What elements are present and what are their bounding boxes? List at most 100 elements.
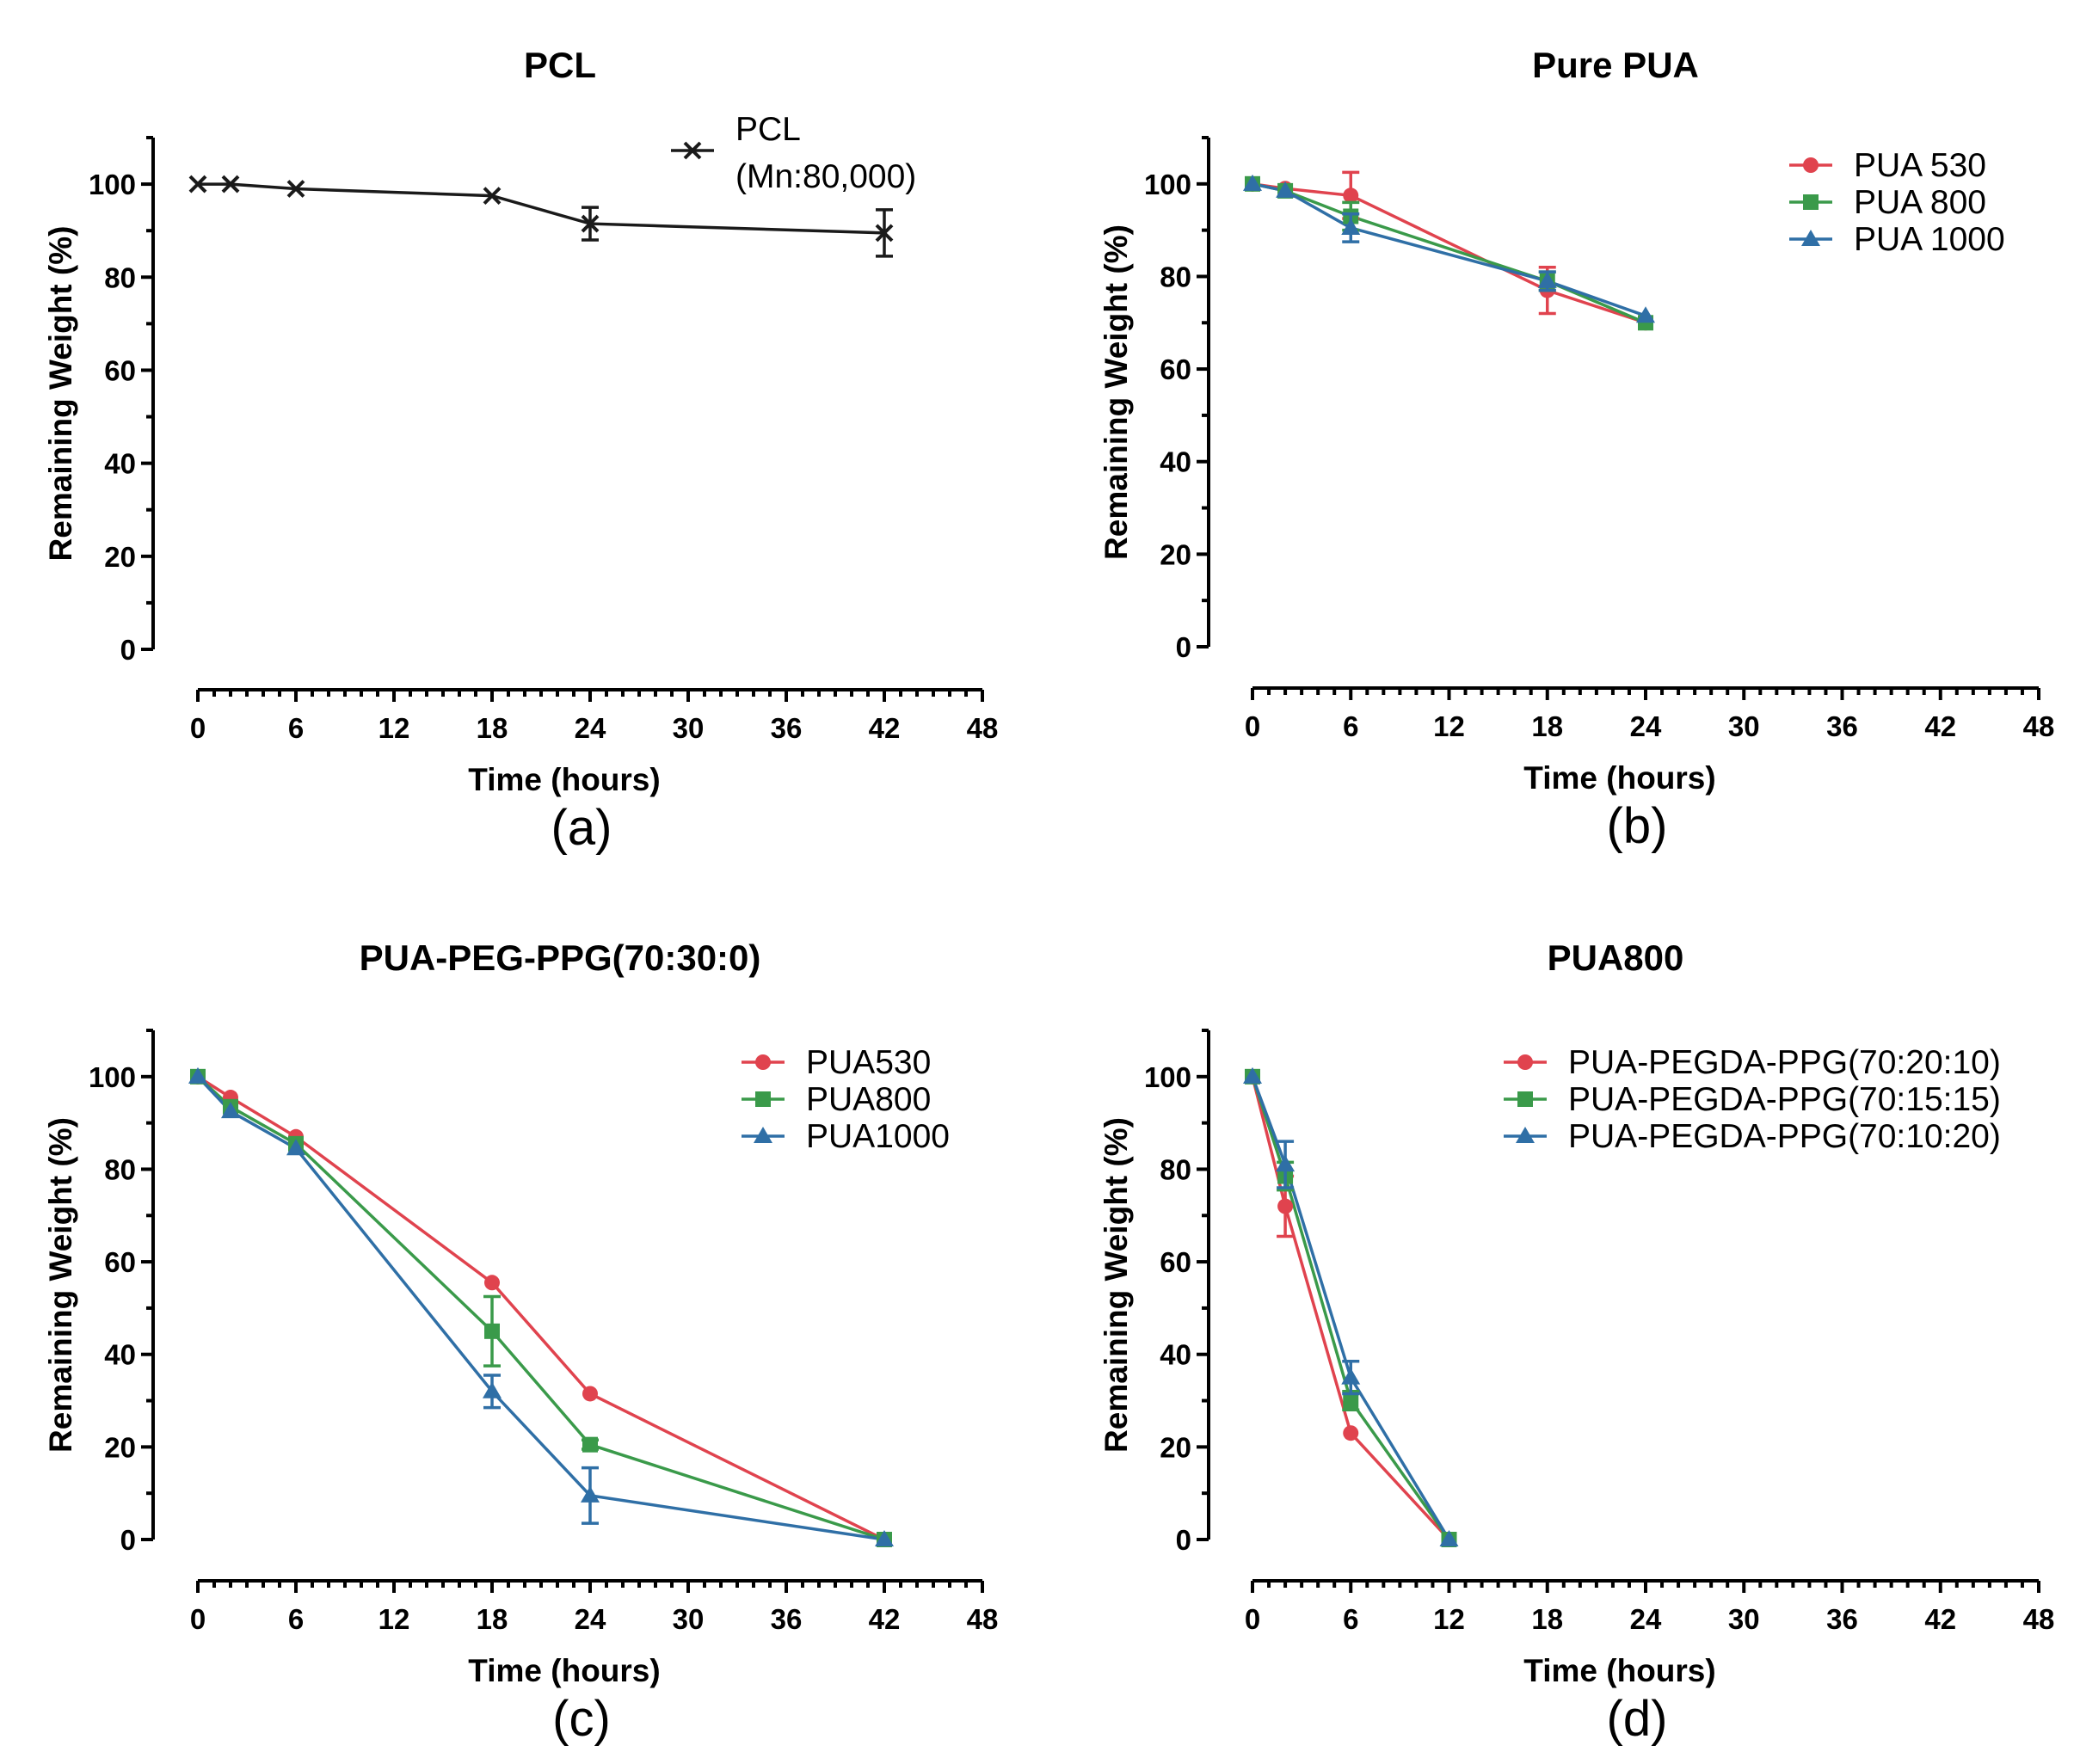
y-tick-label: 80 [104, 1153, 136, 1185]
x-tick-label: 18 [477, 712, 508, 744]
x-tick-label: 0 [190, 1603, 206, 1635]
panel-label: (d) [1607, 1691, 1668, 1747]
data-point [221, 175, 240, 194]
x-tick-label: 0 [190, 712, 206, 744]
x-tick-label: 12 [378, 1603, 410, 1635]
x-tick-label: 30 [1728, 1603, 1760, 1635]
x-tick-label: 30 [673, 1603, 705, 1635]
legend-label: PCL [735, 111, 801, 148]
y-axis-label: Remaining Weight (%) [1099, 224, 1134, 560]
x-tick-label: 12 [378, 712, 410, 744]
x-tick-label: 42 [869, 1603, 901, 1635]
data-point [483, 1381, 502, 1398]
legend-label: PUA800 [806, 1081, 931, 1118]
data-point [1343, 187, 1359, 204]
y-tick-label: 100 [89, 1061, 136, 1093]
legend-label: PUA530 [806, 1044, 931, 1081]
legend-marker [1517, 1091, 1533, 1107]
y-tick-label: 60 [104, 354, 136, 386]
data-point [483, 187, 502, 206]
y-tick-label: 40 [1160, 1339, 1191, 1371]
y-tick-label: 60 [1160, 1246, 1191, 1278]
y-tick-label: 40 [1160, 446, 1191, 478]
chart-title: PUA-PEG-PPG(70:30:0) [360, 937, 761, 978]
panel-label: (b) [1607, 798, 1668, 854]
x-tick-label: 12 [1433, 710, 1465, 742]
x-tick-label: 6 [1343, 1603, 1358, 1635]
data-point [581, 1485, 600, 1503]
y-tick-label: 20 [104, 1431, 136, 1463]
y-tick-label: 0 [1176, 1524, 1191, 1556]
x-tick-label: 48 [967, 712, 999, 744]
data-point [1341, 218, 1361, 235]
x-tick-label: 18 [477, 1603, 508, 1635]
x-tick-label: 24 [575, 712, 606, 744]
x-tick-label: 36 [1826, 1603, 1858, 1635]
x-tick-label: 48 [967, 1603, 999, 1635]
y-axis-label: Remaining Weight (%) [1099, 1117, 1134, 1453]
legend-marker [1517, 1054, 1533, 1070]
legend-marker [754, 1127, 772, 1143]
x-axis-label: Time (hours) [1523, 760, 1715, 796]
x-tick-label: 30 [673, 712, 705, 744]
chart-title: PUA800 [1548, 937, 1684, 978]
x-tick-label: 0 [1245, 1603, 1260, 1635]
x-tick-label: 30 [1728, 710, 1760, 742]
x-tick-label: 6 [288, 712, 304, 744]
panel-label: (c) [552, 1691, 611, 1747]
x-tick-label: 48 [2023, 1603, 2055, 1635]
legend-marker [755, 1054, 771, 1070]
x-tick-label: 6 [1343, 710, 1358, 742]
x-tick-label: 36 [771, 1603, 803, 1635]
x-tick-label: 36 [771, 712, 803, 744]
y-tick-label: 100 [1144, 1061, 1191, 1093]
legend-marker [683, 141, 702, 160]
data-point [1276, 181, 1295, 198]
legend-label: PUA-PEGDA-PPG(70:15:15) [1568, 1081, 2001, 1118]
data-point [1341, 1368, 1361, 1385]
x-tick-label: 12 [1433, 1603, 1465, 1635]
legend-label-line2: (Mn:80,000) [735, 158, 916, 195]
y-tick-label: 0 [120, 634, 136, 666]
data-point [484, 1275, 500, 1291]
data-point [1636, 306, 1655, 323]
x-tick-label: 6 [288, 1603, 304, 1635]
x-tick-label: 24 [1630, 1603, 1662, 1635]
y-tick-label: 80 [1160, 261, 1191, 292]
legend-label: PUA-PEGDA-PPG(70:10:20) [1568, 1118, 2001, 1155]
y-tick-label: 40 [104, 1339, 136, 1371]
data-point [1243, 1066, 1262, 1084]
data-point [875, 224, 894, 243]
x-tick-label: 24 [1630, 710, 1662, 742]
x-tick-label: 48 [2023, 710, 2055, 742]
y-tick-label: 80 [104, 261, 136, 293]
data-point [188, 175, 207, 194]
data-point [582, 1386, 598, 1402]
legend-marker [1803, 194, 1819, 210]
series-line-0 [1251, 1076, 1450, 1541]
data-point [1343, 1392, 1359, 1409]
y-tick-label: 60 [1160, 353, 1191, 385]
x-tick-label: 36 [1826, 710, 1858, 742]
legend-marker [1803, 157, 1819, 173]
data-point [188, 1066, 207, 1084]
y-axis-label: Remaining Weight (%) [43, 226, 78, 562]
data-point [286, 180, 305, 198]
data-point [582, 1436, 598, 1453]
legend-marker [1516, 1127, 1535, 1143]
chart-title: PCL [524, 45, 596, 85]
data-point [1277, 1198, 1294, 1214]
data-point [1276, 1155, 1295, 1172]
legend-label: PUA-PEGDA-PPG(70:20:10) [1568, 1044, 2001, 1081]
x-tick-label: 18 [1531, 1603, 1563, 1635]
y-tick-label: 40 [104, 448, 136, 480]
data-point [221, 1102, 240, 1119]
legend-label: PUA1000 [806, 1118, 950, 1155]
legend-marker [1801, 230, 1820, 246]
data-point [875, 1530, 894, 1546]
panel-d: PUA800 0 20 40 60 80 100 Remaining Weight (%) 0 6… [1099, 937, 2054, 1747]
data-point [1439, 1530, 1459, 1546]
